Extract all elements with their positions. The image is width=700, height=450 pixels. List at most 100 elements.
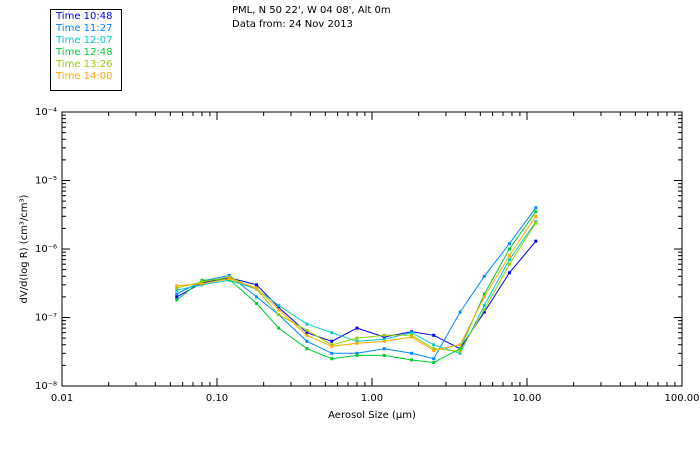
series-line	[176, 222, 537, 352]
data-point	[458, 310, 462, 314]
y-tick-label: 10⁻⁷	[35, 313, 57, 324]
data-series	[175, 220, 538, 355]
data-point	[355, 341, 359, 345]
data-point	[305, 322, 309, 326]
data-point	[355, 353, 359, 357]
axis-ticks: 0.01 0.10 1.00 10.00 100.00 10⁻⁸ 10⁻⁷ 10⁻⁶ 10⁻⁵ 1…	[35, 107, 700, 404]
data-point	[255, 286, 259, 290]
x-tick-label: 0.01	[51, 393, 73, 404]
data-point	[330, 351, 334, 355]
data-point	[277, 313, 281, 317]
data-point	[382, 335, 386, 339]
data-point	[255, 302, 259, 306]
y-tick-label: 10⁻⁸	[35, 381, 57, 392]
data-point	[175, 295, 179, 299]
data-point	[200, 280, 204, 284]
data-point	[410, 331, 414, 335]
legend-item: Time 14:00	[56, 71, 113, 82]
data-point	[175, 286, 179, 290]
station-label: PML, N 50 22', W 04 08', Alt 0m	[232, 5, 391, 16]
data-point	[382, 347, 386, 351]
data-point	[175, 298, 179, 302]
legend: Time 10:48 Time 11:27 Time 12:07 Time 12…	[50, 9, 122, 91]
data-point	[482, 310, 486, 314]
data-point	[458, 347, 462, 351]
x-tick-label: 1.00	[361, 393, 383, 404]
data-point	[277, 308, 281, 312]
data-point	[534, 206, 538, 210]
data-point	[534, 210, 538, 214]
data-point	[277, 303, 281, 307]
data-point	[507, 262, 511, 266]
data-point	[255, 295, 259, 299]
data-point	[305, 328, 309, 332]
data-point	[305, 347, 309, 351]
data-point	[432, 333, 436, 337]
plot-frame	[61, 111, 683, 387]
data-point	[482, 295, 486, 299]
data-point	[482, 292, 486, 296]
data-point	[382, 339, 386, 343]
data-point	[277, 305, 281, 309]
data-point	[277, 326, 281, 330]
legend-item: Time 10:48	[56, 11, 113, 22]
data-point	[458, 343, 462, 347]
data-point	[432, 357, 436, 361]
data-point	[330, 357, 334, 361]
data-point	[410, 358, 414, 362]
legend-item: Time 13:26	[56, 59, 113, 70]
data-point	[432, 361, 436, 365]
data-point	[355, 351, 359, 355]
data-point	[382, 333, 386, 337]
data-point	[458, 349, 462, 353]
data-series	[175, 214, 538, 352]
data-point	[410, 335, 414, 339]
data-point	[227, 277, 231, 281]
x-tick-label: 100.00	[665, 393, 700, 404]
series-line	[176, 216, 537, 352]
data-date-label: Data from: 24 Nov 2013	[232, 19, 353, 30]
data-point	[482, 303, 486, 307]
data-point	[200, 278, 204, 282]
data-point	[175, 288, 179, 292]
data-point	[382, 353, 386, 357]
series-line	[176, 240, 537, 350]
data-point	[458, 351, 462, 355]
data-point	[432, 347, 436, 351]
data-point	[305, 333, 309, 337]
data-point	[534, 214, 538, 218]
data-point	[175, 284, 179, 288]
data-point	[534, 239, 538, 243]
data-point	[507, 258, 511, 262]
y-axis-label: dV/d(log R) (cm³/cm³)	[19, 194, 30, 303]
data-point	[227, 275, 231, 279]
data-point	[200, 282, 204, 286]
data-series	[175, 221, 538, 353]
x-tick-label: 10.00	[513, 393, 542, 404]
data-point	[355, 336, 359, 340]
data-point	[482, 274, 486, 278]
data-point	[305, 339, 309, 343]
data-point	[330, 343, 334, 347]
data-point	[432, 343, 436, 347]
data-point	[330, 339, 334, 343]
data-point	[507, 254, 511, 258]
series-layer	[175, 206, 538, 365]
x-tick-label: 0.10	[206, 393, 228, 404]
y-tick-label: 10⁻⁴	[35, 107, 57, 118]
x-axis-label: Aerosol Size (µm)	[328, 410, 416, 421]
legend-item: Time 11:27	[56, 23, 113, 34]
series-line	[176, 207, 537, 360]
legend-item: Time 12:48	[56, 47, 113, 58]
series-line	[176, 221, 537, 354]
data-point	[534, 221, 538, 225]
data-point	[507, 242, 511, 246]
data-point	[305, 331, 309, 335]
data-point	[355, 339, 359, 343]
data-point	[482, 308, 486, 312]
y-tick-label: 10⁻⁵	[35, 176, 57, 187]
data-point	[410, 351, 414, 355]
data-point	[410, 333, 414, 337]
data-point	[330, 344, 334, 348]
